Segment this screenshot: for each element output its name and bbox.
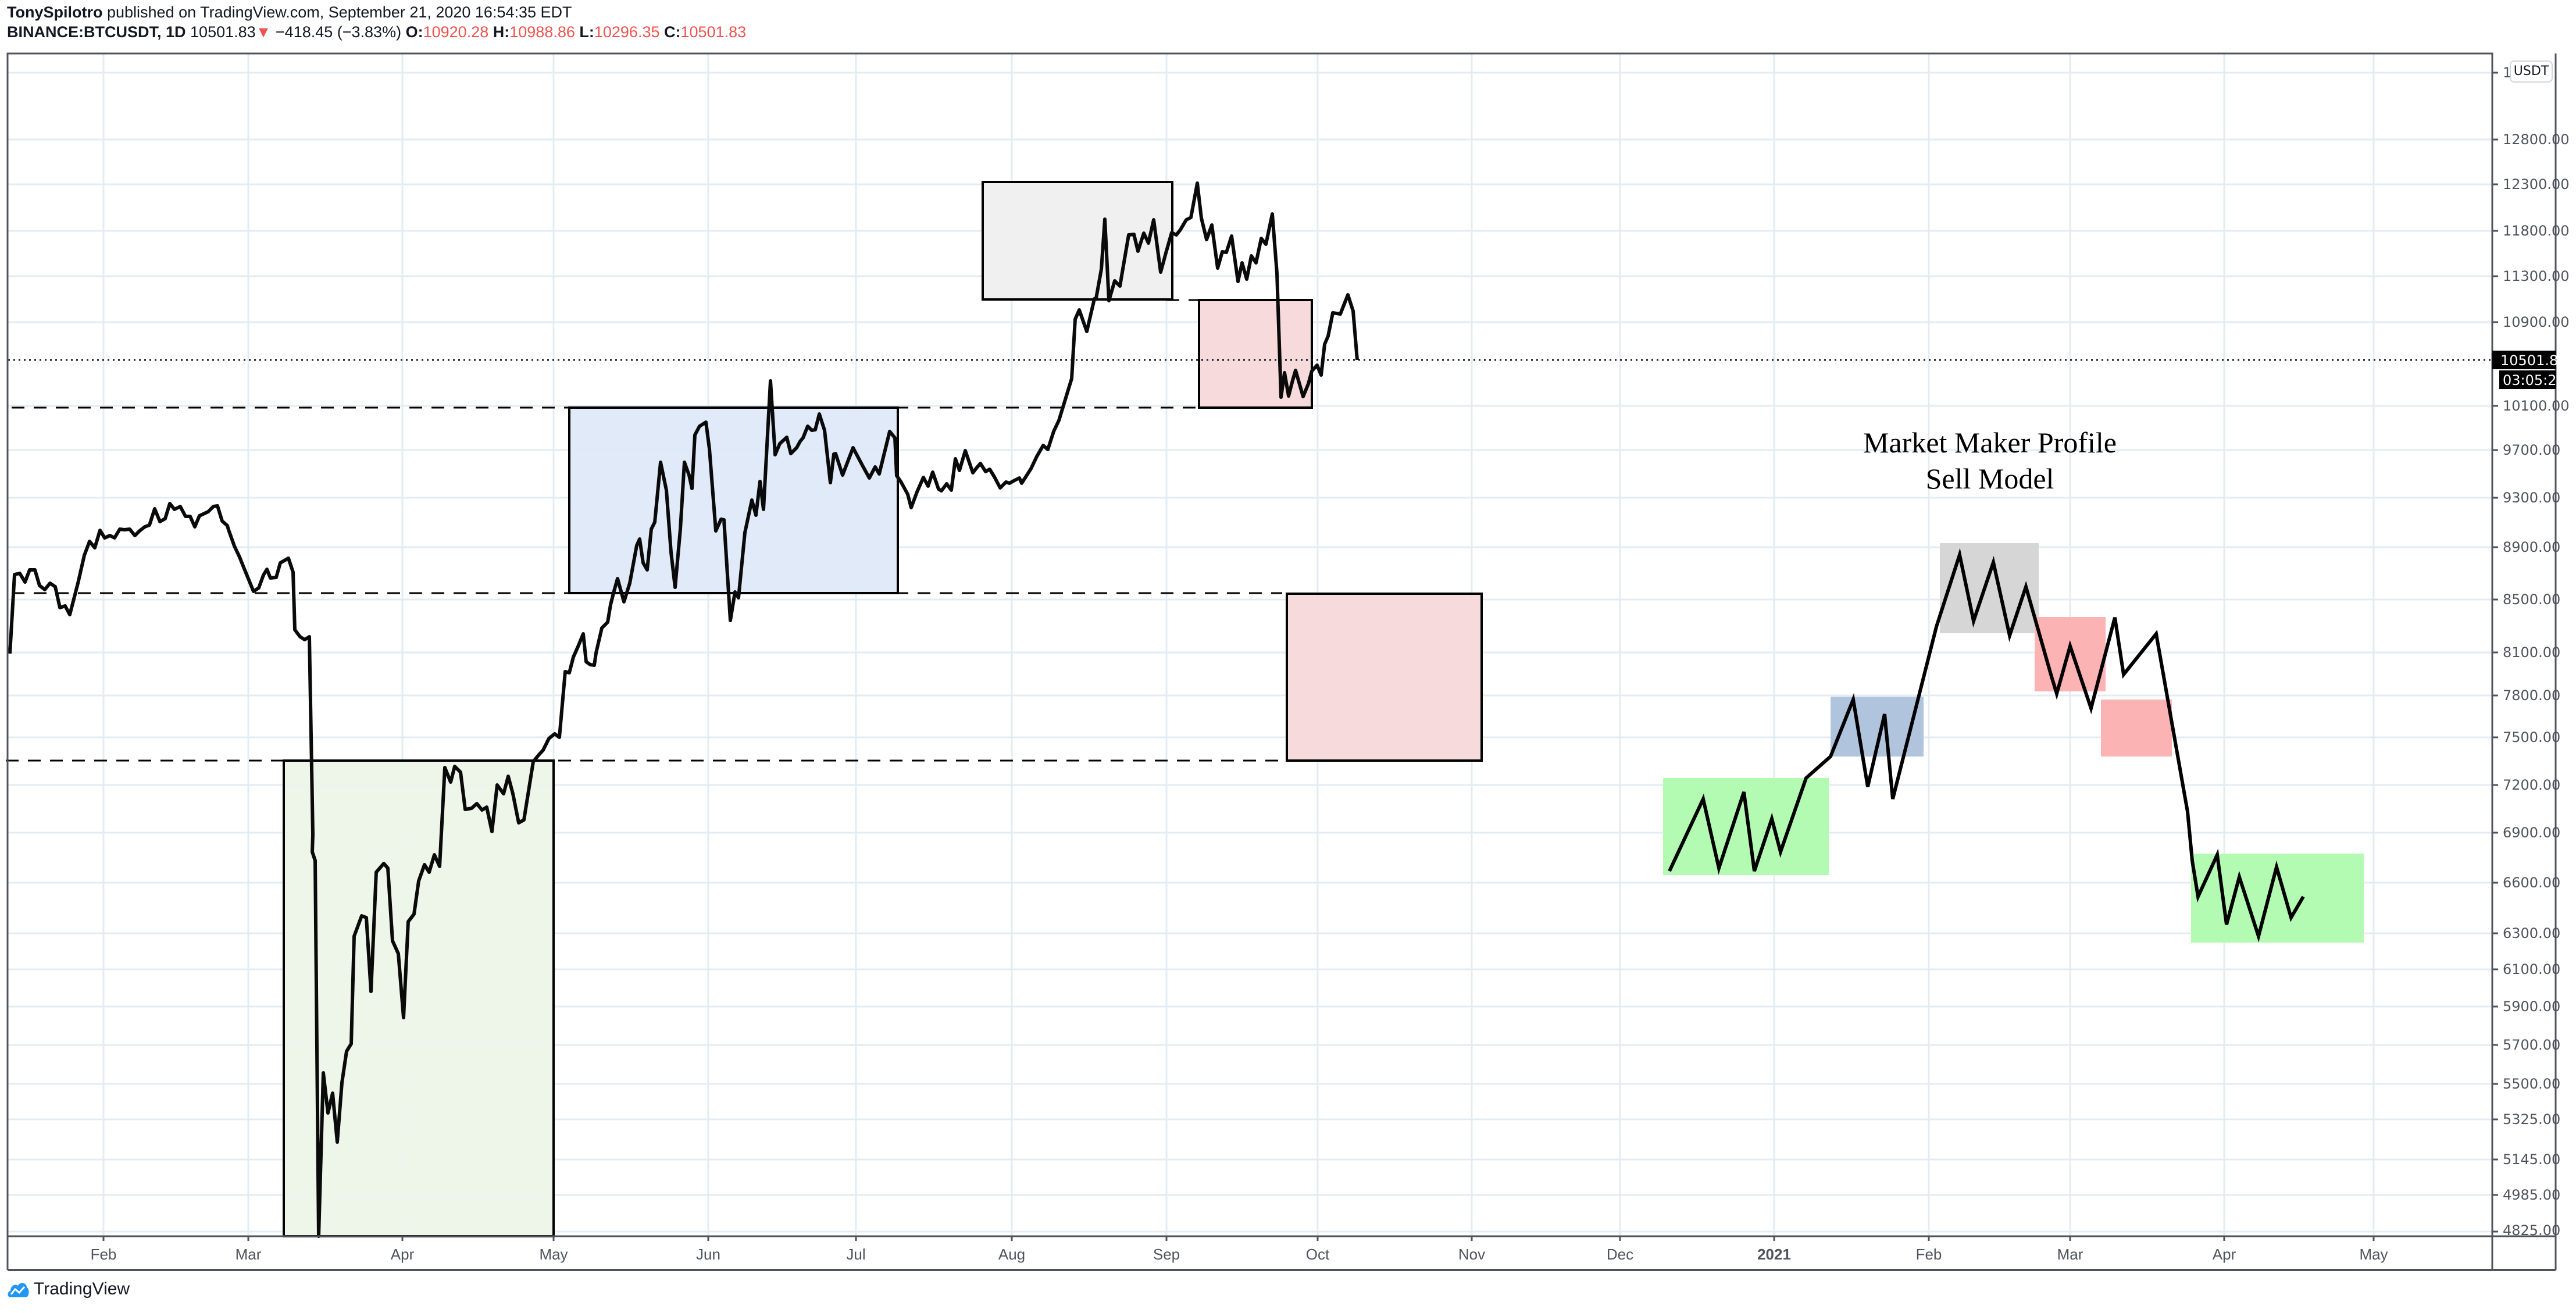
- svg-text:12800.00: 12800.00: [2503, 131, 2570, 148]
- high-value: 10988.86: [509, 23, 575, 41]
- brand-name: TradingView: [34, 1279, 130, 1298]
- svg-text:8500.00: 8500.00: [2503, 591, 2560, 608]
- svg-text:5325.00: 5325.00: [2503, 1111, 2560, 1128]
- currency-badge[interactable]: USDT: [2510, 60, 2553, 83]
- model-distribution-box: [1940, 543, 2039, 633]
- svg-text:11800.00: 11800.00: [2503, 223, 2570, 239]
- svg-text:6100.00: 6100.00: [2503, 961, 2560, 977]
- svg-text:Nov: Nov: [1458, 1246, 1485, 1263]
- svg-text:Apr: Apr: [391, 1246, 415, 1263]
- author-name: TonySpilotro: [7, 3, 103, 21]
- svg-text:Jul: Jul: [846, 1246, 865, 1263]
- svg-text:Aug: Aug: [998, 1246, 1025, 1263]
- countdown-label: 03:05:27: [2503, 372, 2566, 388]
- symbol-name[interactable]: BINANCE:BTCUSDT, 1D: [7, 23, 186, 41]
- price-change: −418.45 (−3.83%): [275, 23, 402, 41]
- high-label: H:: [493, 23, 510, 41]
- svg-text:Jun: Jun: [696, 1246, 720, 1263]
- svg-text:Dec: Dec: [1607, 1246, 1633, 1263]
- time-axis[interactable]: Feb Mar Apr May Jun Jul Aug Sep Oct Nov …: [91, 1236, 2388, 1263]
- sell-model-diagram: [1663, 543, 2364, 943]
- svg-text:11300.00: 11300.00: [2503, 268, 2570, 284]
- svg-text:5700.00: 5700.00: [2503, 1037, 2560, 1053]
- accumulation-box[interactable]: [283, 759, 555, 1237]
- svg-text:Oct: Oct: [1306, 1246, 1330, 1263]
- btc-price-line[interactable]: [8, 181, 1359, 1238]
- publish-info: TonySpilotro published on TradingView.co…: [7, 3, 572, 22]
- svg-text:5900.00: 5900.00: [2503, 998, 2560, 1015]
- down-arrow-icon: ▼: [255, 23, 272, 41]
- low-value: 10296.35: [594, 23, 660, 41]
- svg-text:9700.00: 9700.00: [2503, 442, 2560, 458]
- symbol-legend: BINANCE:BTCUSDT, 1D 10501.83▼ −418.45 (−…: [7, 23, 746, 41]
- svg-text:10900.00: 10900.00: [2503, 314, 2570, 330]
- target-box[interactable]: [1286, 593, 1483, 762]
- tradingview-logo[interactable]: TradingView: [7, 1279, 130, 1299]
- svg-text:6300.00: 6300.00: [2503, 925, 2560, 941]
- svg-text:6600.00: 6600.00: [2503, 875, 2560, 891]
- published-text: published on TradingView.com, September …: [107, 3, 572, 21]
- svg-text:4825.00: 4825.00: [2503, 1222, 2560, 1239]
- svg-text:5145.00: 5145.00: [2503, 1151, 2560, 1168]
- model-redistribution-box-2: [2101, 700, 2172, 757]
- close-label: C:: [664, 23, 681, 41]
- svg-text:8100.00: 8100.00: [2503, 644, 2560, 661]
- reaccumulation-box[interactable]: [568, 406, 899, 594]
- svg-text:7800.00: 7800.00: [2503, 687, 2560, 704]
- distribution-box[interactable]: [982, 181, 1173, 301]
- svg-text:1: 1: [2503, 65, 2511, 81]
- low-label: L:: [579, 23, 594, 41]
- model-accumulation-box: [1663, 778, 1829, 875]
- price-axis[interactable]: 10 12800.00 12300.00 11800.00 11300.00 1…: [2492, 65, 2570, 1239]
- svg-text:May: May: [539, 1246, 568, 1263]
- tradingview-cloud-icon: [8, 1283, 29, 1297]
- model-title-line1: Market Maker Profile: [1863, 426, 2117, 459]
- svg-text:7200.00: 7200.00: [2503, 777, 2560, 793]
- model-title-line2: Sell Model: [1926, 462, 2054, 495]
- last-price: 10501.83: [190, 23, 256, 41]
- svg-text:9300.00: 9300.00: [2503, 490, 2560, 506]
- countdown-badge: [2499, 370, 2556, 389]
- svg-text:4985.00: 4985.00: [2503, 1187, 2560, 1203]
- svg-text:2021: 2021: [1757, 1246, 1791, 1263]
- close-value: 10501.83: [680, 23, 747, 41]
- svg-text:10100.00: 10100.00: [2503, 398, 2570, 414]
- svg-text:May: May: [2359, 1246, 2388, 1263]
- svg-text:Apr: Apr: [2213, 1246, 2236, 1263]
- svg-text:12300.00: 12300.00: [2503, 176, 2570, 192]
- open-value: 10920.28: [423, 23, 489, 41]
- svg-text:Feb: Feb: [1916, 1246, 1942, 1263]
- svg-text:Feb: Feb: [91, 1246, 117, 1263]
- svg-text:Mar: Mar: [2057, 1246, 2083, 1263]
- horizontal-levels[interactable]: [6, 299, 1287, 762]
- open-label: O:: [405, 23, 423, 41]
- svg-text:6900.00: 6900.00: [2503, 825, 2560, 841]
- svg-text:Mar: Mar: [236, 1246, 262, 1263]
- current-price-badge: [2492, 351, 2556, 369]
- svg-text:8900.00: 8900.00: [2503, 539, 2560, 555]
- current-price-label: 10501.83: [2500, 352, 2567, 369]
- redistribution-box[interactable]: [1198, 299, 1313, 409]
- svg-text:7500.00: 7500.00: [2503, 729, 2560, 745]
- svg-text:5500.00: 5500.00: [2503, 1076, 2560, 1092]
- svg-text:Sep: Sep: [1153, 1246, 1180, 1263]
